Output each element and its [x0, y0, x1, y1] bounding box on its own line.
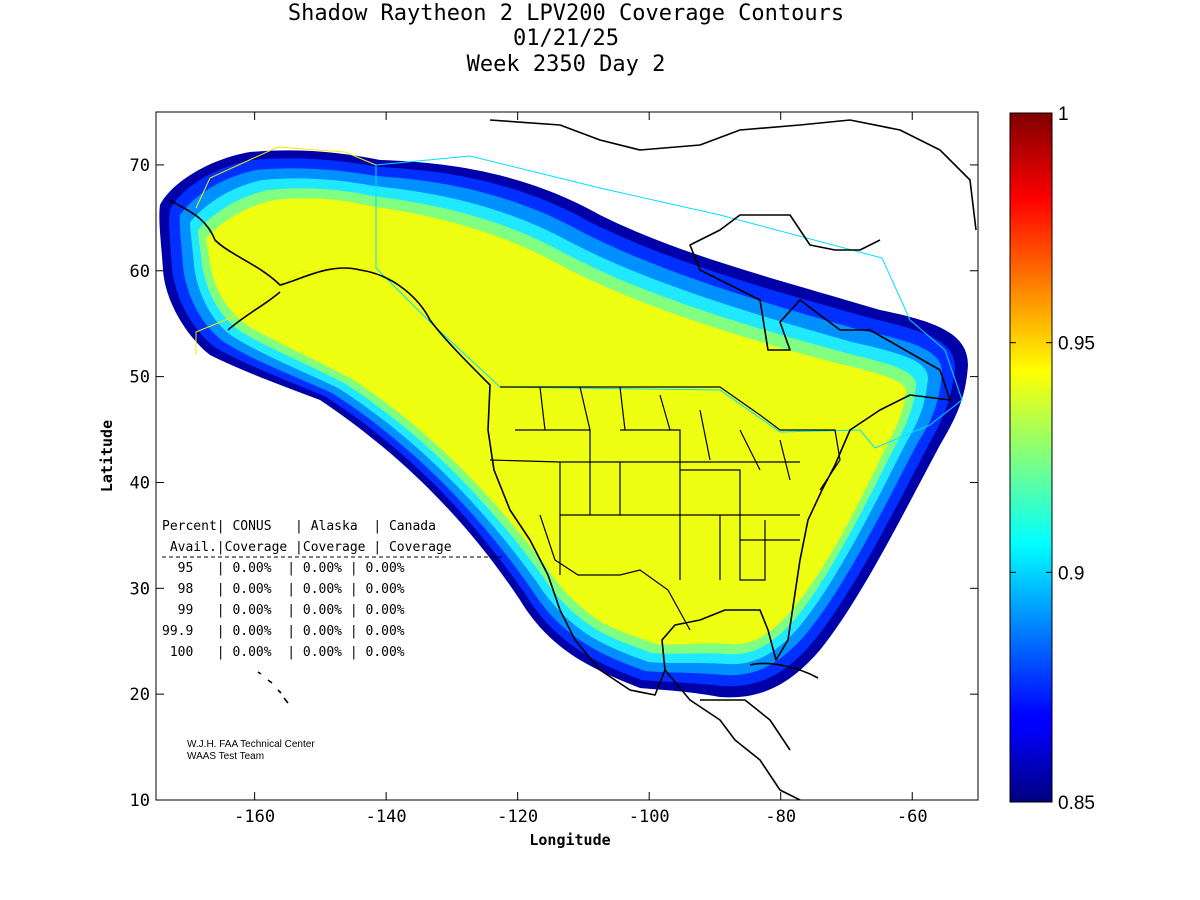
credit-line-1: W.J.H. FAA Technical Center	[187, 739, 315, 750]
colorbar-tick-label: 0.85	[1058, 793, 1095, 814]
chart-title-line-2: 01/21/25	[513, 26, 619, 51]
us-state-borders	[489, 386, 841, 631]
coverage-table-header-1: Percent| CONUS | Alaska | Canada	[162, 519, 436, 534]
x-axis-ticks: -160 -140 -120 -100 -80 -60	[234, 112, 928, 827]
x-tick-label: -80	[765, 807, 796, 827]
colorbar-ticks: 0.85 0.9 0.95 1	[1010, 104, 1095, 814]
coverage-table-row: 100 | 0.00% | 0.00% | 0.00%	[162, 645, 405, 660]
x-axis-label: Longitude	[529, 831, 610, 849]
x-tick-label: -60	[897, 807, 928, 827]
y-tick-label: 10	[130, 791, 150, 811]
central-america-coastline	[664, 669, 801, 800]
service-boundaries	[195, 146, 963, 449]
colorbar-tick-label: 0.9	[1058, 563, 1084, 584]
y-axis-ticks: 10 20 30 40 50 60 70	[130, 156, 978, 811]
x-tick-label: -160	[234, 807, 275, 827]
coverage-table-header-2: Avail.|Coverage |Coverage | Coverage	[162, 540, 452, 555]
arctic-islands-coastline	[489, 119, 977, 231]
coverage-table: Percent| CONUS | Alaska | Canada Avail.|…	[162, 519, 502, 660]
x-tick-label: -120	[497, 807, 538, 827]
state-lines	[489, 386, 800, 581]
y-tick-label: 20	[130, 685, 150, 705]
coverage-table-row: 95 | 0.00% | 0.00% | 0.00%	[162, 561, 405, 576]
coverage-table-row: 99 | 0.00% | 0.00% | 0.00%	[162, 603, 405, 618]
y-tick-label: 70	[130, 156, 150, 176]
coverage-band-094	[206, 198, 906, 645]
plot-frame	[155, 111, 979, 801]
coverage-table-row: 99.9 | 0.00% | 0.00% | 0.00%	[162, 624, 405, 639]
x-tick-label: -140	[366, 807, 407, 827]
canada-boundary	[375, 155, 963, 449]
us-mexico-border	[539, 514, 691, 631]
north-america-coastline	[169, 199, 951, 696]
y-tick-label: 60	[130, 262, 150, 282]
colorbar-tick-label: 0.95	[1058, 334, 1095, 355]
coverage-table-row: 98 | 0.00% | 0.00% | 0.00%	[162, 582, 405, 597]
alaska-peninsula-coastline	[227, 291, 281, 331]
y-axis-label: Latitude	[98, 420, 116, 492]
credit-line-2: WAAS Test Team	[187, 751, 264, 762]
us-canada-border	[500, 386, 841, 491]
y-tick-label: 50	[130, 368, 150, 388]
cuba-coastline	[749, 662, 819, 679]
colorbar-tick-label: 1	[1058, 104, 1069, 125]
map-outlines	[169, 119, 977, 800]
colorbar	[1009, 112, 1053, 803]
x-tick-label: -100	[629, 807, 670, 827]
hawaii-islands	[257, 671, 289, 704]
chart-title-line-3: Week 2350 Day 2	[467, 52, 666, 77]
chart-title-line-1: Shadow Raytheon 2 LPV200 Coverage Contou…	[288, 1, 844, 26]
y-tick-label: 40	[130, 473, 150, 493]
y-tick-label: 30	[130, 579, 150, 599]
coverage-contours	[159, 150, 968, 698]
